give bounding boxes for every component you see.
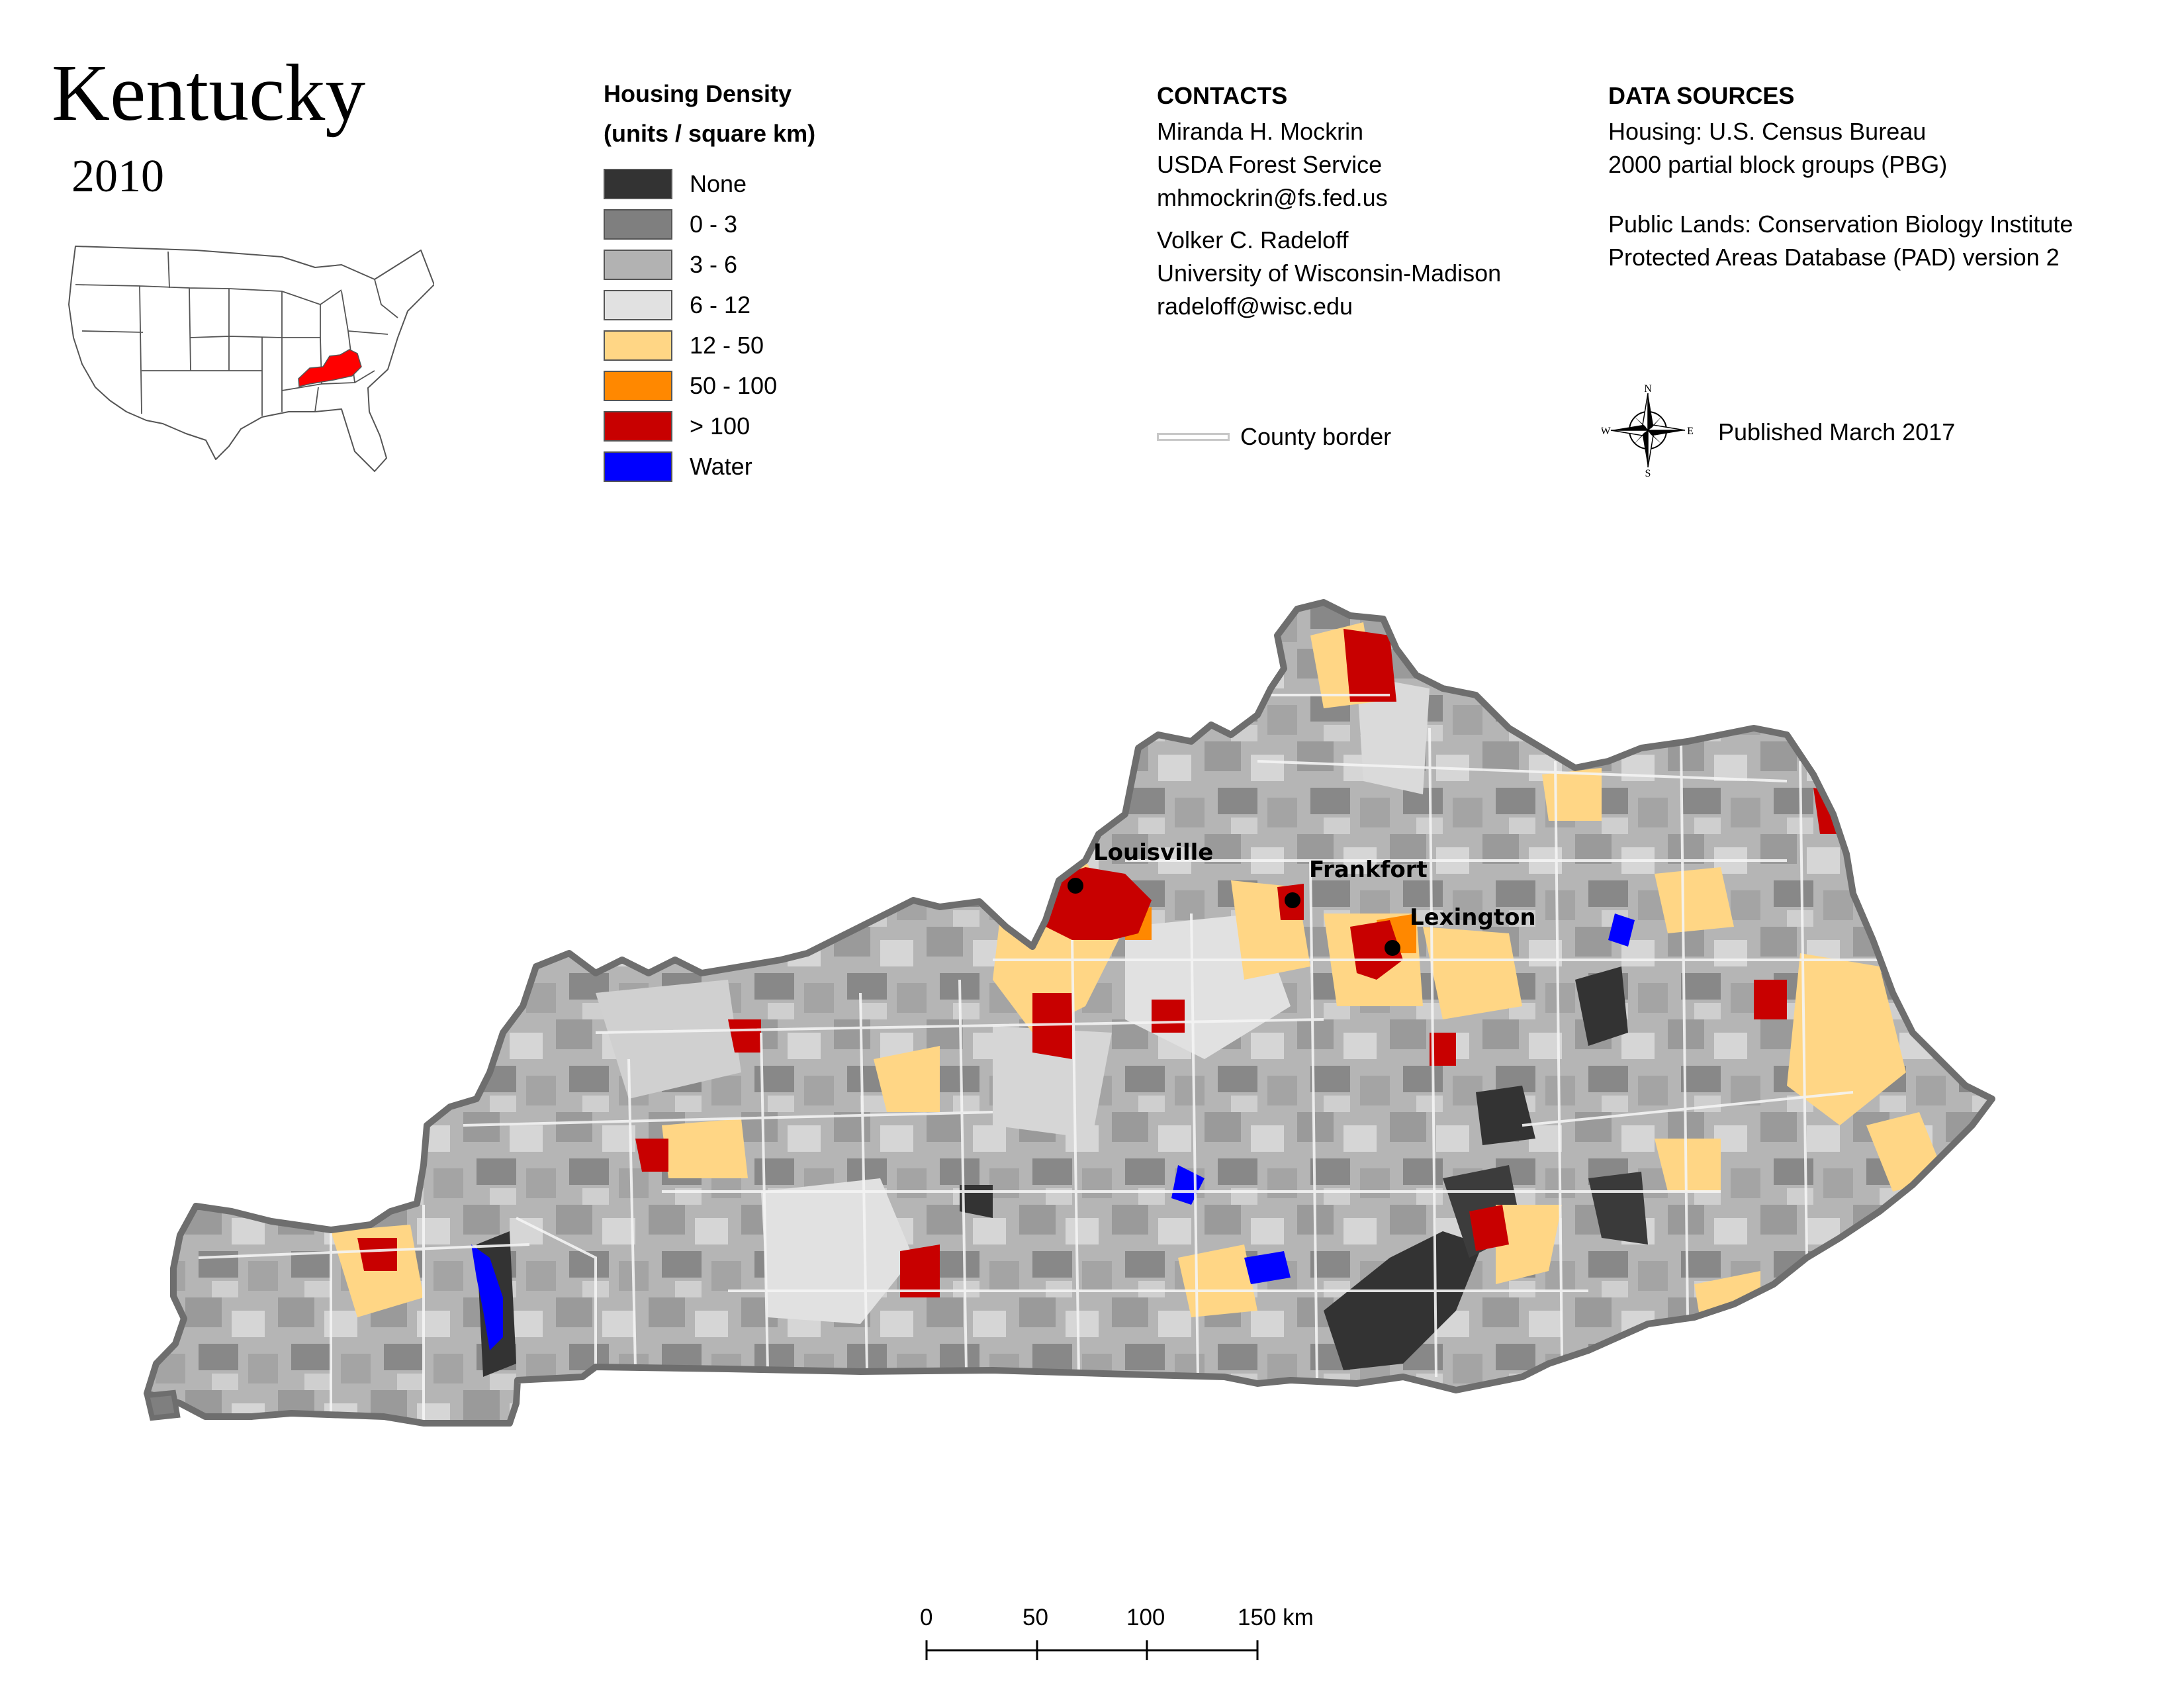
contact-1: Miranda H. Mockrin USDA Forest Service m… [1157,115,1501,214]
legend-item-0-3: 0 - 3 [604,207,737,242]
legend-swatch [604,411,672,442]
data-sources-heading: DATA SOURCES [1608,82,1795,109]
source-housing-line1: Housing: U.S. Census Bureau [1608,118,1927,145]
legend-label: 50 - 100 [690,372,778,399]
compass-rose-icon: N S E W [1602,384,1694,477]
legend-swatch [604,290,672,320]
legend-swatch [604,169,672,199]
legend-item-12-50: 12 - 50 [604,328,764,363]
scale-bar-line [925,1640,1259,1660]
legend-item-none: None [604,167,747,201]
compass-n: N [1644,384,1652,395]
legend-label: Water [690,453,752,480]
us-inset-map [68,246,434,472]
scale-tick-50: 50 [1023,1605,1048,1630]
legend-item-100-plus: > 100 [604,409,750,444]
compass-e: E [1687,426,1694,437]
contacts-block: CONTACTS Miranda H. Mockrin USDA Forest … [1157,82,1501,323]
county-border-label: County border [1240,423,1392,450]
legend-swatch [604,209,672,240]
contact-2: Volker C. Radeloff University of Wiscons… [1157,224,1501,323]
source-public-lands: Public Lands: Conservation Biology Insti… [1608,208,2073,274]
legend-label: None [690,170,747,197]
legend-swatch [604,250,672,280]
county-border-legend: County border [1157,420,1391,453]
data-sources-block: DATA SOURCES Housing: U.S. Census Bureau… [1608,82,2073,274]
legend-label: 3 - 6 [690,251,738,278]
scale-tick-100: 100 [1126,1605,1165,1630]
compass-s: S [1645,468,1651,477]
city-label-lexington: Lexington [1410,904,1536,931]
city-label-louisville: Louisville [1093,839,1214,866]
legend-swatch [604,451,672,482]
contacts-heading: CONTACTS [1157,82,1288,109]
kentucky-highlight [298,349,362,387]
compass-w: W [1602,426,1611,437]
contact-2-email: radeloff@wisc.edu [1157,293,1353,320]
contact-1-email: mhmockrin@fs.fed.us [1157,184,1388,211]
scale-tick-150: 150 km [1238,1605,1314,1630]
legend: Housing Density (units / square km) [604,74,815,154]
legend-title-line1: Housing Density [604,80,792,107]
published-date: Published March 2017 [1718,418,1956,445]
kentucky-outline [144,599,1995,1427]
source-lands-line1: Public Lands: Conservation Biology Insti… [1608,211,2073,238]
legend-swatch [604,371,672,401]
source-housing-line2: 2000 partial block groups (PBG) [1608,151,1948,178]
county-border-swatch [1157,433,1230,441]
scale-tick-0: 0 [920,1605,933,1630]
source-housing: Housing: U.S. Census Bureau 2000 partial… [1608,115,2073,181]
legend-label: > 100 [690,412,751,440]
map-year: 2010 [71,151,164,202]
legend-item-water: Water [604,449,752,484]
legend-label: 6 - 12 [690,291,751,318]
scale-bar: 0 50 100 150 km [913,1602,1337,1668]
map-title: Kentucky [52,48,366,138]
legend-label: 0 - 3 [690,211,738,238]
contact-2-name: Volker C. Radeloff [1157,226,1349,254]
legend-swatch [604,330,672,361]
legend-title-line2: (units / square km) [604,120,816,147]
legend-label: 12 - 50 [690,332,764,359]
contact-1-name: Miranda H. Mockrin [1157,118,1364,145]
source-lands-line2: Protected Areas Database (PAD) version 2 [1608,244,2060,271]
kentucky-bend [144,1389,181,1421]
contact-2-org: University of Wisconsin-Madison [1157,259,1502,287]
city-label-frankfort: Frankfort [1309,857,1428,883]
legend-item-3-6: 3 - 6 [604,248,737,282]
legend-item-6-12: 6 - 12 [604,288,751,322]
legend-item-50-100: 50 - 100 [604,369,777,403]
contact-1-org: USDA Forest Service [1157,151,1383,178]
